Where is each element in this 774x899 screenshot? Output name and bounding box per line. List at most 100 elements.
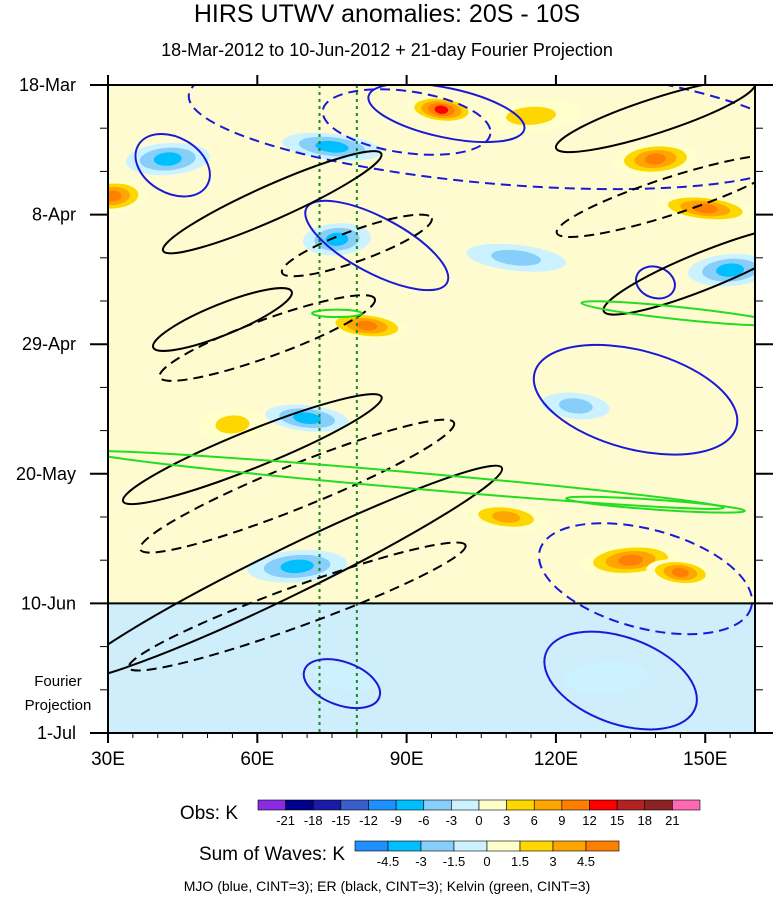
anomaly-feature	[563, 661, 648, 694]
y-tick-label: 29-Apr	[22, 334, 76, 354]
colorbar-swatch	[506, 799, 535, 811]
anomaly-shade	[153, 152, 182, 166]
y-tick-label: 20-May	[16, 464, 76, 484]
mjo-negative-contour	[321, 88, 492, 156]
colorbar-tick-label: -9	[390, 813, 402, 828]
anomaly-shade	[671, 567, 689, 578]
er-positive-contour	[121, 393, 383, 506]
anomaly-shade	[434, 105, 449, 114]
colorbar-tick-label: -3	[415, 854, 427, 869]
anomaly-shade	[618, 554, 644, 566]
colorbar-swatch	[340, 799, 369, 811]
colorbar-swatch	[420, 840, 455, 852]
kelvin-positive-contour	[580, 300, 755, 327]
colorbar-swatch	[395, 799, 425, 811]
mjo-positive-contour	[304, 199, 450, 292]
colorbar-tick-label: 3	[549, 854, 556, 869]
obs-colorbar: -21 -18 -15 -12 -9 -6 -3 0 3 6 9 12 15 18 21 Obs: K	[180, 799, 701, 828]
colorbar-tick-label: -3	[446, 813, 458, 828]
colorbar-swatch	[644, 799, 673, 811]
kelvin-positive-contour	[565, 495, 746, 514]
er-negative-contour	[139, 418, 456, 554]
mjo-positive-contour	[532, 343, 739, 456]
anomaly-shade	[558, 398, 593, 414]
colorbar-tick-label: 4.5	[577, 854, 595, 869]
y-tick-label: 8-Apr	[32, 205, 76, 225]
anomaly-shade	[492, 511, 521, 523]
anomaly-feature	[646, 559, 715, 586]
x-tick-label: 60E	[240, 749, 274, 770]
colorbar-swatch	[285, 799, 314, 811]
er-positive-contour	[152, 287, 293, 352]
er-positive-contour	[161, 150, 383, 255]
colorbar-swatch	[672, 799, 701, 811]
anomaly-shade	[716, 263, 745, 277]
colorbars: -21 -18 -15 -12 -9 -6 -3 0 3 6 9 12 15 18 21 Obs: K -4.5…	[180, 799, 701, 869]
er-negative-contour	[158, 294, 377, 382]
colorbar-tick-label: 0	[475, 813, 482, 828]
anomaly-feature	[541, 392, 610, 420]
anomaly-feature	[407, 96, 476, 124]
colorbar-tick-label: -15	[331, 813, 350, 828]
colorbar-tick-label: 9	[558, 813, 565, 828]
colorbar-swatch	[387, 840, 422, 852]
anomaly-feature	[464, 503, 548, 531]
x-tick-label: 30E	[91, 749, 125, 770]
anomaly-feature	[198, 408, 267, 441]
colorbar-swatch	[561, 799, 590, 811]
colorbar-swatch	[585, 840, 620, 852]
colorbar-tick-label: 1.5	[511, 854, 529, 869]
mjo-positive-contour	[134, 133, 211, 198]
er-positive-contour	[602, 224, 755, 316]
colorbar-tick-label: 0	[483, 854, 490, 869]
mjo-positive-contour	[302, 658, 382, 710]
anomaly-shade	[293, 412, 322, 425]
colorbar-swatch	[486, 840, 521, 852]
waves-colorbar: -4.5 -3 -1.5 0 1.5 3 4.5 Sum of Waves: K	[199, 840, 620, 869]
colorbar-tick-label: 15	[610, 813, 624, 828]
colorbar-swatch	[453, 840, 488, 852]
kelvin-positive-contour	[311, 308, 363, 319]
er-positive-contour	[108, 464, 504, 681]
x-tick-label: 120E	[534, 749, 578, 770]
projection-label-line1: Fourier	[34, 673, 82, 690]
colorbar-swatch	[368, 799, 397, 811]
chart-subtitle: 18-Mar-2012 to 10-Jun-2012 + 21-day Four…	[161, 40, 613, 60]
anomaly-feature	[125, 142, 210, 176]
colorbar-swatch	[451, 799, 480, 811]
anomaly-feature	[688, 253, 755, 287]
x-tick-label: 90E	[390, 749, 424, 770]
colorbar-tick-label: -4.5	[377, 854, 399, 869]
anomaly-shade	[356, 320, 378, 331]
colorbar-swatch	[589, 799, 618, 811]
er-negative-contour	[280, 213, 433, 278]
colorbar-swatch	[423, 799, 452, 811]
anomaly-shade	[325, 232, 349, 246]
y-tick-label: 1-Jul	[37, 723, 76, 743]
plot-area	[108, 85, 755, 733]
mjo-negative-contour	[187, 85, 755, 191]
anomaly-feature	[466, 243, 566, 272]
mjo-positive-contour	[635, 265, 676, 300]
anomaly-shade	[644, 153, 666, 165]
anomaly-feature	[613, 142, 698, 176]
er-negative-contour	[555, 154, 755, 238]
projection-background	[108, 603, 755, 733]
colorbar-tick-label: -21	[276, 813, 295, 828]
anomaly-shade	[506, 106, 556, 126]
colorbar-tick-label: -1.5	[443, 854, 465, 869]
colorbar-tick-label: 18	[638, 813, 652, 828]
colorbar-swatch	[552, 840, 587, 852]
anomaly-shade	[280, 559, 314, 574]
anomaly-feature	[265, 404, 349, 432]
anomaly-feature	[655, 194, 755, 223]
wave-caption: MJO (blue, CINT=3); ER (black, CINT=3); …	[183, 878, 591, 894]
colorbar-swatch	[257, 799, 286, 811]
colorbar-swatch	[354, 840, 389, 852]
anomaly-shade	[491, 249, 541, 266]
colorbar-tick-label: -12	[359, 813, 378, 828]
anomaly-shade	[215, 415, 250, 434]
colorbar-swatch	[478, 799, 507, 811]
colorbar-swatch	[312, 799, 342, 811]
colorbar-swatch	[533, 799, 563, 811]
